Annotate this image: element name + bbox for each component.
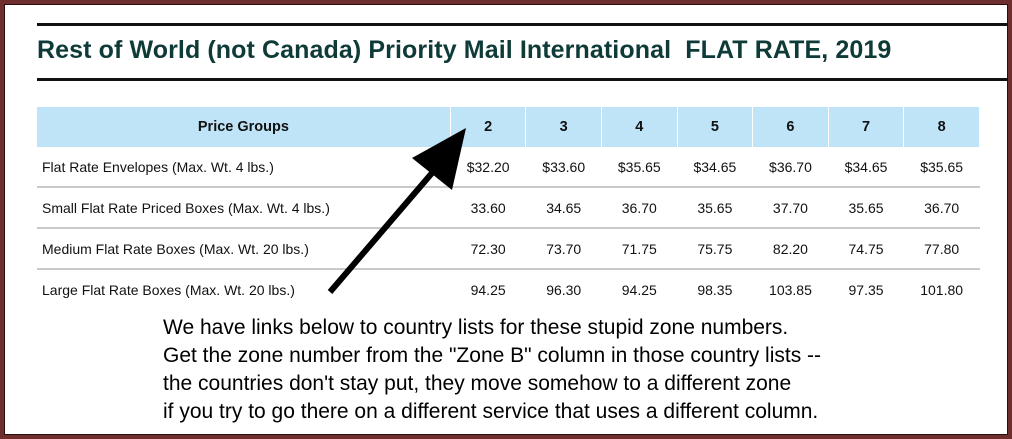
top-rule <box>37 23 1008 26</box>
price-cell: 37.70 <box>752 187 829 229</box>
price-cell: $34.65 <box>677 147 753 188</box>
price-cell: $35.65 <box>903 147 980 188</box>
price-cell: 36.70 <box>601 187 678 229</box>
header-group: 8 <box>903 107 980 147</box>
price-cell: 72.30 <box>450 228 526 270</box>
price-cell: $35.65 <box>601 147 678 188</box>
price-cell: $33.60 <box>525 147 602 188</box>
price-cell: 73.70 <box>525 228 602 270</box>
table-row: Flat Rate Envelopes (Max. Wt. 4 lbs.) $32… <box>37 147 980 188</box>
price-cell: 94.25 <box>621 281 657 298</box>
row-label: Small Flat Rate Priced Boxes (Max. Wt. 4… <box>37 187 451 229</box>
header-group: 5 <box>677 107 754 147</box>
table-header-row: Price Groups 2 3 4 5 6 7 8 <box>37 107 980 147</box>
price-cell: 75.75 <box>677 228 753 270</box>
row-label: Flat Rate Envelopes (Max. Wt. 4 lbs.) <box>37 147 451 188</box>
table-row: Small Flat Rate Priced Boxes (Max. Wt. 4… <box>37 187 980 229</box>
price-cell: 74.75 <box>828 228 904 270</box>
price-cell: 94.25 <box>470 281 506 298</box>
price-cell: 96.30 <box>546 281 582 298</box>
price-cell: 98.35 <box>697 281 733 298</box>
price-cell: 35.65 <box>828 187 904 229</box>
header-group: 4 <box>601 107 678 147</box>
price-cell: $34.65 <box>828 147 904 188</box>
note-line: Get the zone number from the "Zone B" co… <box>163 344 822 367</box>
price-cell: 103.85 <box>769 281 812 298</box>
price-cell: 71.75 <box>601 228 678 270</box>
page-title: Rest of World (not Canada) Priority Mail… <box>37 36 892 64</box>
price-cell: 97.35 <box>848 281 884 298</box>
table-row: Large Flat Rate Boxes (Max. Wt. 20 lbs.)… <box>37 269 980 309</box>
price-cell: $36.70 <box>752 147 829 188</box>
row-label: Large Flat Rate Boxes (Max. Wt. 20 lbs.) <box>42 281 295 298</box>
price-cell: 82.20 <box>752 228 829 270</box>
title-rule <box>37 78 1008 81</box>
header-price-groups: Price Groups <box>37 107 451 147</box>
price-cell: 36.70 <box>903 187 980 229</box>
header-group: 7 <box>828 107 905 147</box>
note-text: We have links below to country lists for… <box>163 314 821 426</box>
price-cell: 77.80 <box>903 228 980 270</box>
header-group: 3 <box>525 107 602 147</box>
note-line: the countries don't stay put, they move … <box>163 372 792 395</box>
header-group: 6 <box>752 107 829 147</box>
price-cell: 101.80 <box>920 281 964 298</box>
note-line: if you try to go there on a different se… <box>163 400 819 423</box>
note-line: We have links below to country lists for… <box>163 316 789 339</box>
price-cell: 34.65 <box>525 187 602 229</box>
price-cell: 35.65 <box>677 187 753 229</box>
price-cell: 33.60 <box>450 187 526 229</box>
price-cell: $32.20 <box>450 147 526 188</box>
